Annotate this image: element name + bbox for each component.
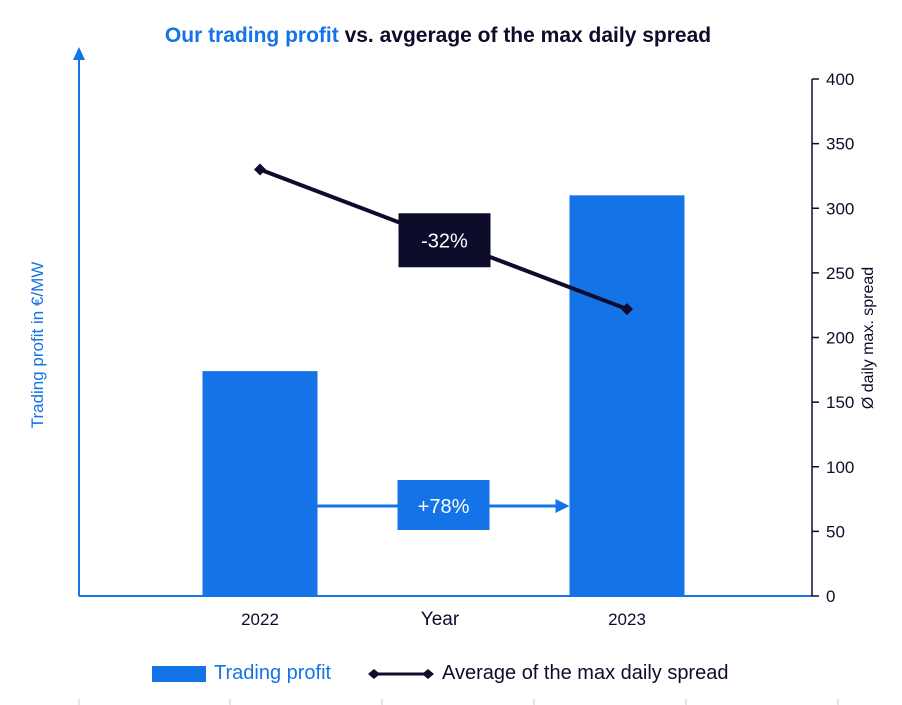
annotation-profit-change: +78% <box>418 496 470 518</box>
annotation-spread-change-box <box>398 213 491 268</box>
annotation-spread-change: -32% <box>421 230 468 252</box>
left-axis-arrow-icon <box>73 47 85 60</box>
x-axis-label: Year <box>421 609 460 630</box>
bar-2023 <box>569 195 685 596</box>
y-axis-left-label: Trading profit in €/MW <box>28 261 47 429</box>
chart-title: Our trading profit vs. avgerage of the m… <box>0 24 876 48</box>
legend: Trading profit Average of the max daily … <box>0 662 902 692</box>
right-tick-label: 50 <box>826 522 845 541</box>
right-axis-ticks: 0 50 100 150 200 250 300 350 400 <box>812 70 854 606</box>
legend-item-spread: Average of the max daily spread <box>368 662 728 685</box>
right-tick-label: 250 <box>826 264 854 283</box>
x-tick-label: 2023 <box>608 610 646 629</box>
x-tick-label: 2022 <box>241 610 279 629</box>
legend-label-spread: Average of the max daily spread <box>442 662 729 684</box>
legend-bar-swatch <box>152 665 206 682</box>
annotation-profit-change-box <box>397 480 490 530</box>
bar-2022 <box>202 371 318 596</box>
right-tick-label: 300 <box>826 199 854 218</box>
legend-item-trading-profit: Trading profit <box>152 662 331 685</box>
right-tick-label: 350 <box>826 135 854 154</box>
spread-point-2023 <box>621 303 633 316</box>
legend-line-swatch <box>368 668 434 679</box>
y-axis-right-label: Ø daily max. spread <box>860 266 877 410</box>
x-tick-labels: 2022 2023 <box>241 610 646 629</box>
bottom-dashes <box>78 699 839 705</box>
right-tick-label: 150 <box>826 393 854 412</box>
right-tick-label: 100 <box>826 458 854 477</box>
right-tick-label: 400 <box>826 70 854 89</box>
legend-label-trading-profit: Trading profit <box>214 662 332 684</box>
chart-title-rest: vs. avgerage of the max daily spread <box>344 24 712 47</box>
bars <box>202 195 685 596</box>
annotations: -32% +78% <box>397 213 491 530</box>
right-tick-label: 200 <box>826 329 854 348</box>
growth-arrow-head-icon <box>555 499 570 513</box>
right-tick-label: 0 <box>826 587 835 606</box>
chart-title-highlight: Our trading profit <box>164 24 339 47</box>
spread-point-2022 <box>254 163 266 176</box>
